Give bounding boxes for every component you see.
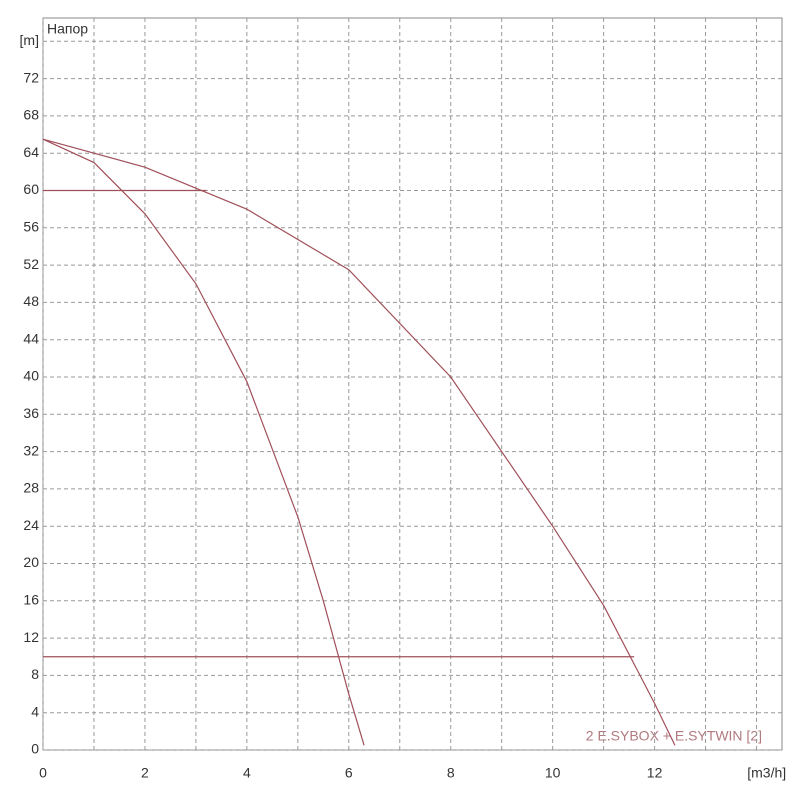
- y-tick-label: 40: [23, 368, 39, 384]
- y-tick-label: 56: [23, 219, 39, 235]
- x-tick-label: [m3/h]: [747, 765, 786, 781]
- y-tick-label: 8: [31, 666, 39, 682]
- y-tick-label: 52: [23, 256, 39, 272]
- y-tick-label: 48: [23, 293, 39, 309]
- x-tick-label: 12: [647, 765, 663, 781]
- x-tick-label: 8: [447, 765, 455, 781]
- x-tick-label: 6: [345, 765, 353, 781]
- y-tick-label: 20: [23, 554, 39, 570]
- x-tick-label: 10: [545, 765, 561, 781]
- y-tick-label: 60: [23, 181, 39, 197]
- chart-title: Напор: [47, 21, 88, 37]
- y-tick-label: 16: [23, 592, 39, 608]
- y-tick-label: 28: [23, 480, 39, 496]
- x-tick-label: 4: [243, 765, 251, 781]
- y-tick-label: 12: [23, 629, 39, 645]
- y-tick-label: 24: [23, 517, 39, 533]
- y-tick-label: 64: [23, 144, 39, 160]
- y-tick-label: 32: [23, 442, 39, 458]
- y-tick-label: 72: [23, 69, 39, 85]
- y-tick-label: [m]: [20, 32, 39, 48]
- series-label: 2 E.SYBOX + E.SYTWIN [2]: [586, 728, 762, 744]
- y-tick-label: 44: [23, 330, 39, 346]
- x-tick-label: 2: [141, 765, 149, 781]
- y-tick-label: 0: [31, 741, 39, 757]
- curve: [42, 138, 365, 746]
- y-tick-label: 68: [23, 107, 39, 123]
- y-tick-label: 4: [31, 703, 39, 719]
- x-tick-label: 0: [39, 765, 47, 781]
- curve: [42, 138, 676, 746]
- y-tick-label: 36: [23, 405, 39, 421]
